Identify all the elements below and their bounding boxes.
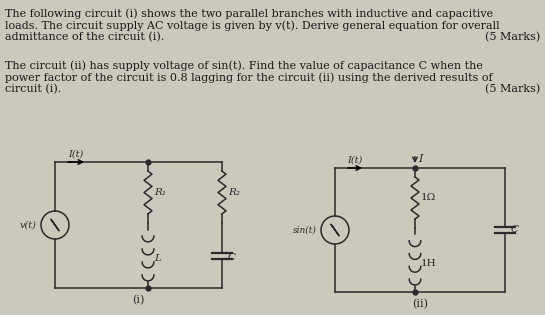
Text: C: C — [228, 253, 236, 262]
Text: v(t): v(t) — [20, 220, 37, 230]
Text: I: I — [418, 154, 422, 164]
Text: (5 Marks): (5 Marks) — [485, 84, 540, 94]
Text: I(t): I(t) — [347, 156, 362, 165]
Text: (ii): (ii) — [412, 299, 428, 309]
Text: power factor of the circuit is 0.8 lagging for the circuit (ii) using the derive: power factor of the circuit is 0.8 laggi… — [5, 72, 493, 83]
Text: sin(t): sin(t) — [293, 226, 317, 234]
Text: (i): (i) — [132, 295, 144, 305]
Text: The following circuit (i) shows the two parallel branches with inductive and cap: The following circuit (i) shows the two … — [5, 8, 493, 19]
Text: I(t): I(t) — [68, 150, 83, 159]
Text: (5 Marks): (5 Marks) — [485, 32, 540, 42]
Text: The circuit (ii) has supply voltage of sin(t). Find the value of capacitance C w: The circuit (ii) has supply voltage of s… — [5, 60, 483, 71]
Text: 1Ω: 1Ω — [421, 193, 436, 203]
Text: loads. The circuit supply AC voltage is given by v(t). Derive general equation f: loads. The circuit supply AC voltage is … — [5, 20, 500, 31]
Text: R₂: R₂ — [228, 188, 240, 197]
Text: R₁: R₁ — [154, 188, 166, 197]
Text: 1H: 1H — [421, 259, 437, 267]
Text: C: C — [511, 226, 519, 234]
Text: L: L — [154, 254, 161, 263]
Text: admittance of the circuit (i).: admittance of the circuit (i). — [5, 32, 164, 42]
Text: circuit (i).: circuit (i). — [5, 84, 61, 94]
